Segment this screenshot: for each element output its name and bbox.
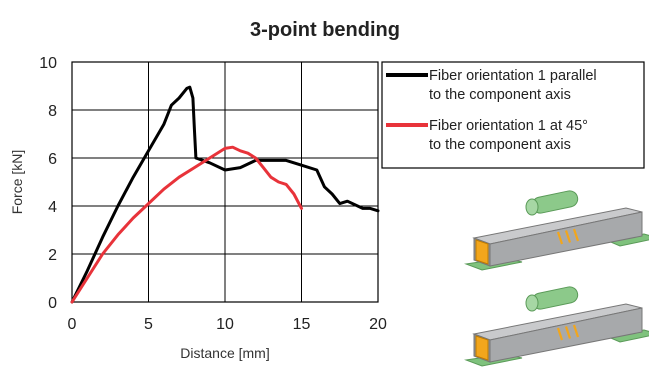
y-tick-label: 4 — [48, 199, 57, 216]
series-layer — [70, 85, 380, 304]
legend-box — [381, 61, 645, 169]
y-tick-label: 6 — [48, 151, 57, 168]
x-tick-label: 5 — [144, 316, 153, 333]
x-axis-label: Distance [mm] — [180, 345, 269, 361]
series-line-1 — [70, 85, 380, 304]
y-axis-label: Force [kN] — [9, 150, 25, 215]
x-tick-label: 10 — [216, 316, 234, 333]
y-tick-label: 0 — [48, 295, 57, 312]
legend-label-2: to the component axis — [429, 137, 571, 153]
3-point-bending-specimen-icon — [464, 286, 649, 367]
x-tick-label: 20 — [369, 316, 387, 333]
x-tick-label: 15 — [293, 316, 311, 333]
y-tick-label: 8 — [48, 103, 57, 120]
specimen-illustrations — [464, 190, 649, 367]
legend: Fiber orientation 1 parallel to the compo… — [381, 61, 645, 169]
y-tick-label: 2 — [48, 247, 57, 264]
chart-title: 3-point bending — [250, 19, 400, 41]
legend-label-2: Fiber orientation 1 at 45° — [429, 118, 588, 134]
3-point-bending-specimen-icon — [464, 190, 649, 271]
series-line-2 — [70, 145, 303, 304]
legend-label-1: to the component axis — [429, 87, 571, 103]
legend-label-1: Fiber orientation 1 parallel — [429, 68, 597, 84]
y-tick-label: 10 — [39, 55, 57, 72]
axes: 0 5 10 15 20 0 2 4 6 8 10 — [39, 55, 387, 333]
grid — [71, 61, 379, 303]
x-tick-label: 0 — [68, 316, 77, 333]
